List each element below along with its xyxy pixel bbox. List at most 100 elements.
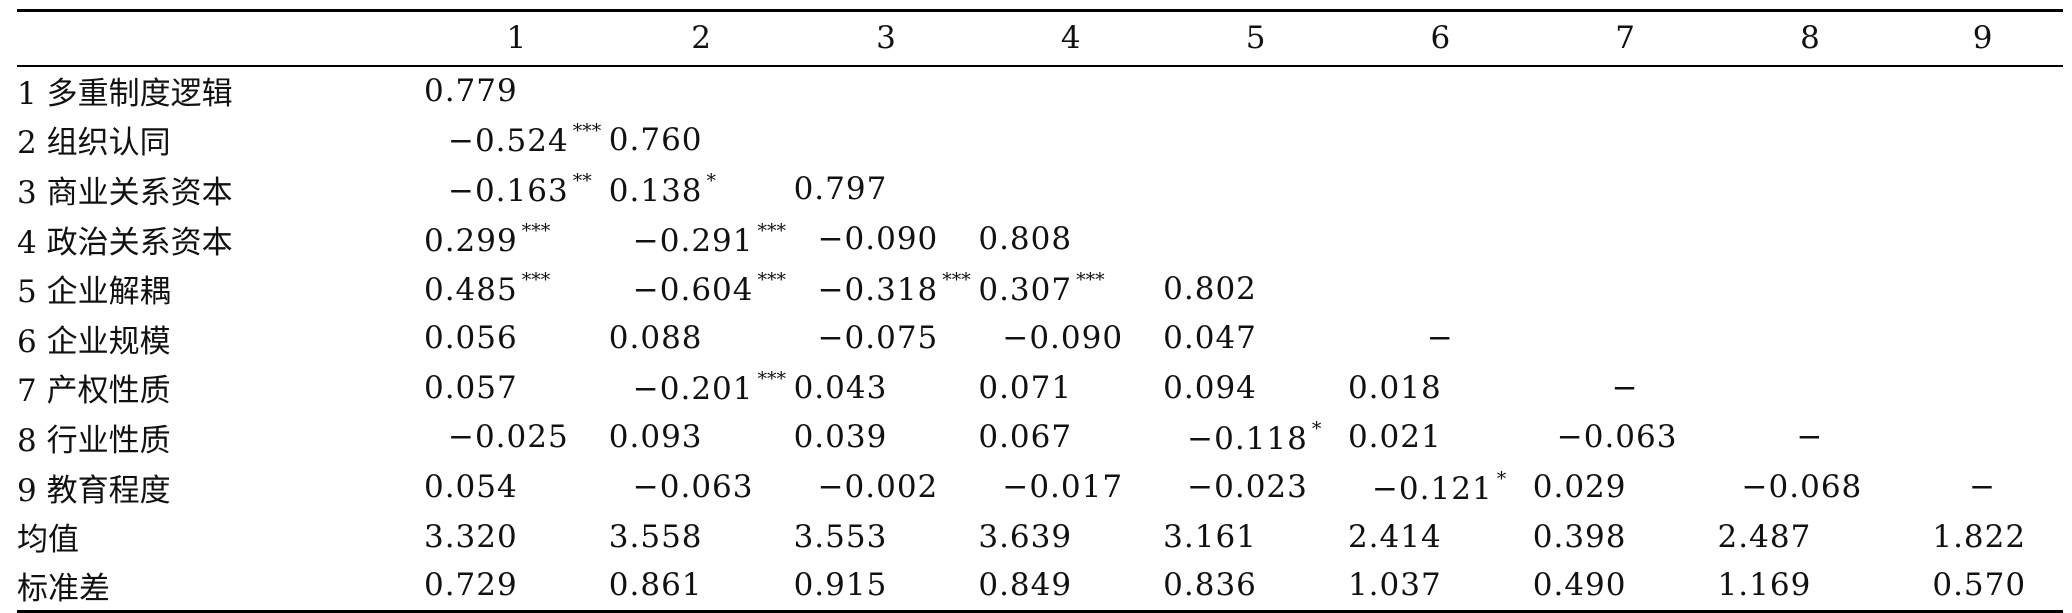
cell-value: 1.169 [1717,567,1812,604]
table-cell: −0.090 [794,214,979,264]
row-label: 7 产权性质 [17,373,171,410]
row-label: 1 多重制度逻辑 [17,76,233,113]
table-cell: − [1533,363,1718,413]
column-header-7: 7 [1532,10,1718,67]
table-cell [1718,264,1903,314]
table-cell: −0.075 [794,313,979,363]
table-cell: 0.093 [609,413,794,463]
significance-stars: *** [521,269,551,292]
header-corner [17,10,424,67]
table-cell: 0.043 [794,363,979,413]
table-cell: −0.121 * [1348,462,1533,512]
table-cell: − [1348,313,1533,363]
cell-value: 1.037 [1347,567,1442,604]
table-cell: 1.037 [1348,561,1533,611]
dash-value: − [1796,419,1824,456]
cell-value: 0.094 [1163,369,1257,406]
significance-stars: *** [757,269,787,292]
cell-value: −0.025 [447,419,569,456]
table-cell: 3.553 [794,512,979,562]
table-cell: 0.029 [1533,462,1718,512]
cell-value: −0.118 [1187,420,1308,457]
table-cell [794,66,979,116]
table-cell [1533,313,1718,363]
table-cell: −0.604 *** [609,264,794,314]
table-row: 8 行业性质 −0.025 0.093 0.039 0.067 −0.118 * 0.021−… [17,413,2063,463]
cell-value: 0.915 [793,567,888,604]
cell-value: 0.808 [978,221,1073,258]
cell-value: −0.002 [817,469,939,506]
table-cell: 0.067 [978,413,1163,463]
table-cell: 0.849 [978,561,1163,611]
cell-value: 3.553 [793,518,888,555]
table-cell [1533,165,1718,215]
cell-value: 0.056 [423,320,518,357]
dash-value: − [1969,469,1997,506]
cell-value: −0.063 [1556,419,1678,456]
table-cell: − [1902,462,2063,512]
cell-value: 1.822 [1932,518,2027,555]
significance-stars: ** [572,169,592,192]
table-cell [1348,115,1533,165]
table-cell: 2.487 [1718,512,1903,562]
cell-value: 0.029 [1532,469,1627,506]
table-cell: 2.414 [1348,512,1533,562]
cell-value: −0.090 [817,221,939,258]
cell-value: −0.121 [1371,470,1493,507]
row-label: 6 企业规模 [17,323,171,360]
table-cell [1718,115,1903,165]
cell-value: 0.057 [423,369,518,406]
cell-value: 0.043 [793,369,888,406]
significance-stars: *** [572,120,602,143]
table-cell [1718,66,1903,116]
table-cell: −0.025 [424,413,609,463]
table-cell [1533,214,1718,264]
column-header-8: 8 [1717,10,1903,67]
cell-value: 0.797 [793,171,888,208]
table-cell [1163,115,1348,165]
cell-value: 3.320 [423,518,518,555]
table-cell [1902,313,2063,363]
row-label: 8 行业性质 [17,422,171,459]
table-cell: −0.318 *** [794,264,979,314]
table-cell: 0.398 [1533,512,1718,562]
cell-value: 0.729 [423,567,518,604]
table-row: 5 企业解耦 0.485 *** −0.604 *** −0.318 *** 0.307 ***… [17,264,2063,314]
significance-stars: * [706,169,717,192]
table-cell [1163,165,1348,215]
cell-value: 0.485 [423,272,518,309]
cell-value: 0.138 [608,172,703,209]
table-cell: 0.018 [1348,363,1533,413]
table-row: 1 多重制度逻辑 0.779 [17,66,2063,116]
column-header-9: 9 [1902,10,2063,67]
cell-value: −0.017 [1002,469,1124,506]
cell-value: −0.023 [1187,469,1308,506]
cell-value: 0.054 [423,469,518,506]
table-cell [1902,214,2063,264]
table-cell: 0.490 [1533,561,1718,611]
table-cell: 0.299 *** [424,214,609,264]
table-cell [1718,165,1903,215]
cell-value: −0.201 [632,371,754,408]
cell-value: 3.161 [1163,518,1257,555]
table-cell: −0.002 [794,462,979,512]
table-cell [1533,115,1718,165]
significance-stars: *** [1076,269,1105,292]
table-row: 3 商业关系资本 −0.163 ** 0.138 * 0.797 [17,165,2063,215]
table-row: 9 教育程度 0.054 −0.063 −0.002 −0.017 −0.023 −0.12… [17,462,2063,512]
cell-value: 0.039 [793,419,888,456]
table-cell: 0.779 [424,66,609,116]
cell-value: 0.299 [423,222,518,259]
dash-value: − [1426,320,1454,357]
column-header-4: 4 [978,10,1164,67]
row-label: 2 组织认同 [17,125,171,162]
table-cell: 0.760 [609,115,794,165]
table-cell: −0.201 *** [609,363,794,413]
table-cell: 0.056 [424,313,609,363]
table-cell: −0.524 *** [424,115,609,165]
table-cell: −0.068 [1718,462,1903,512]
cell-value: 0.802 [1163,270,1257,307]
